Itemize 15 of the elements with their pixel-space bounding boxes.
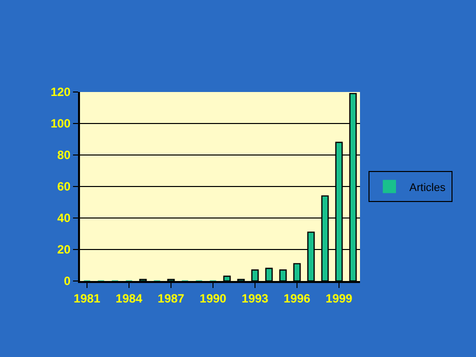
legend-label: Articles [409, 182, 446, 194]
x-tick-label: 1990 [200, 291, 227, 306]
x-tick-label: 1993 [242, 291, 269, 306]
x-tick-label: 1996 [284, 291, 311, 306]
x-tick-label: 1987 [158, 291, 185, 306]
x-tick-label: 1981 [74, 291, 101, 306]
y-tick-label: 0 [64, 274, 71, 288]
y-tick-label: 100 [50, 116, 71, 131]
x-tick-label: 1999 [326, 291, 353, 306]
y-tick-label: 80 [57, 148, 71, 162]
y-tick-label: 20 [57, 242, 71, 257]
x-tick-label: 1984 [116, 291, 143, 306]
y-tick-label: 120 [50, 85, 71, 100]
y-tick-label: 60 [57, 180, 71, 194]
y-tick-label: 40 [57, 211, 71, 226]
